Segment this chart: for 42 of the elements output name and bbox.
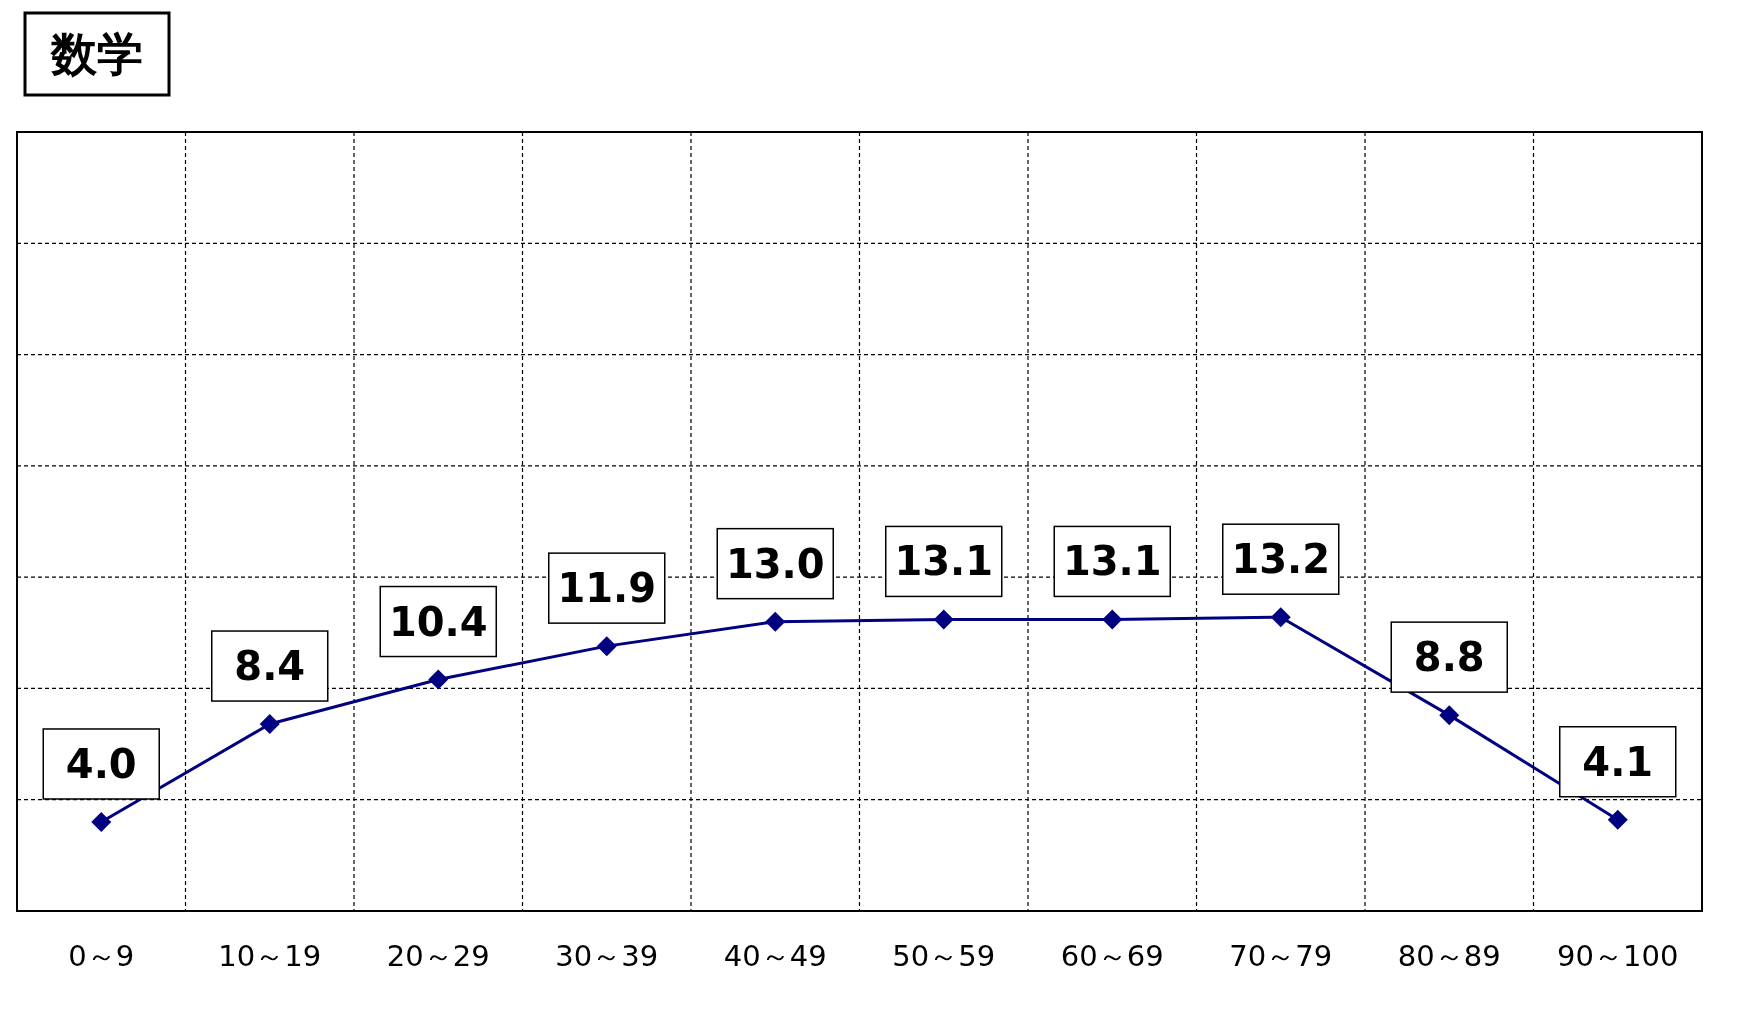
data-label: 10.4	[379, 585, 497, 658]
data-label: 13.2	[1231, 536, 1331, 583]
chart-title: 数学	[50, 27, 143, 81]
data-label: 4.1	[1582, 738, 1654, 785]
x-tick-label: 90～100	[1557, 939, 1679, 973]
data-label: 13.1	[885, 525, 1003, 598]
point	[91, 811, 112, 832]
data-label: 8.4	[211, 630, 329, 702]
data-label: 4.0	[42, 728, 160, 800]
point	[259, 714, 280, 735]
data-label: 13.2	[1222, 523, 1340, 595]
point	[765, 611, 786, 632]
x-tick-label: 50～59	[892, 939, 996, 973]
data-label: 13.1	[894, 538, 994, 585]
data-label: 4.1	[1559, 726, 1677, 798]
data-label: 8.8	[1390, 621, 1508, 693]
title: 数学	[23, 11, 171, 97]
point	[428, 669, 449, 690]
data-label: 11.9	[557, 565, 657, 612]
data-label: 8.4	[234, 643, 306, 690]
x-tick-label: 20～29	[386, 939, 490, 973]
x-tick-label: 10～19	[218, 939, 322, 973]
data-label: 13.1	[1053, 525, 1171, 598]
x-tick-label: 70～79	[1229, 939, 1333, 973]
x-tick-label: 30～39	[555, 939, 659, 973]
data-label: 13.0	[716, 527, 834, 600]
point	[933, 609, 954, 630]
x-tick-label: 60～69	[1060, 939, 1164, 973]
point	[1439, 705, 1460, 726]
point	[1102, 609, 1123, 630]
point	[596, 636, 617, 657]
data-label: 8.8	[1413, 634, 1485, 681]
data-label: 11.9	[548, 552, 666, 624]
x-tick-label: 80～89	[1397, 939, 1501, 973]
data-label: 4.0	[65, 740, 137, 787]
data-label: 13.1	[1062, 538, 1162, 585]
data-label: 13.0	[725, 540, 825, 587]
point	[1270, 607, 1291, 628]
x-tick-label: 40～49	[723, 939, 827, 973]
x-tick-label: 0～9	[68, 939, 135, 973]
data-label: 10.4	[388, 598, 488, 645]
point	[1607, 809, 1628, 830]
